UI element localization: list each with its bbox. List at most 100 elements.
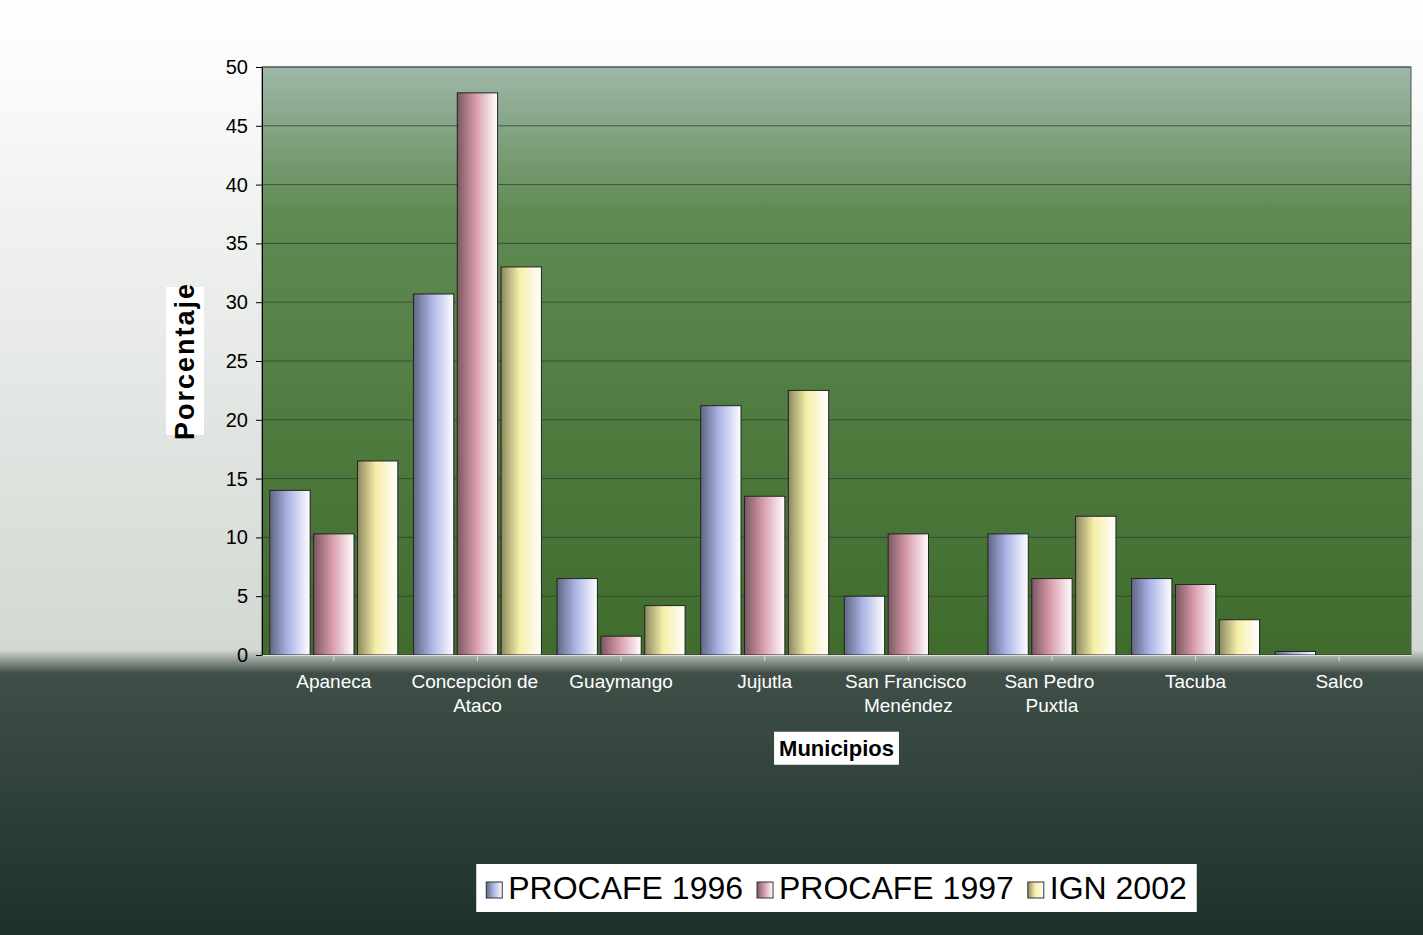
tick-label: Guaymango — [569, 671, 673, 692]
tick: 20 — [226, 409, 262, 431]
bar — [314, 534, 354, 655]
bar — [1219, 620, 1259, 655]
tick-mark — [1195, 655, 1196, 661]
tick-label: San Francisco Menéndez — [845, 671, 972, 716]
tick: 35 — [226, 232, 262, 254]
tick-mark — [256, 185, 262, 186]
bar — [988, 534, 1028, 655]
tick-label: Jujutla — [737, 671, 792, 692]
tick-label: 35 — [226, 232, 248, 254]
tick-mark — [256, 302, 262, 303]
legend-entry: PROCAFE 1997 — [757, 870, 1014, 906]
bar — [932, 655, 972, 656]
tick-label: 25 — [226, 350, 248, 372]
tick-mark — [621, 655, 622, 661]
legend-box — [476, 864, 1197, 912]
legend-label: IGN 2002 — [1050, 870, 1187, 906]
tick-mark — [256, 479, 262, 480]
y-axis: 05101520253035404550 — [226, 56, 263, 666]
bar — [645, 606, 685, 655]
plot-area — [262, 67, 1411, 655]
bar — [457, 93, 497, 655]
axis-title: Porcentaje — [170, 282, 200, 440]
tick-mark — [256, 537, 262, 538]
tick-label: Apaneca — [296, 671, 371, 692]
y-title: Porcentaje — [166, 282, 204, 440]
legend-label: PROCAFE 1997 — [779, 870, 1014, 906]
tick: Tacuba — [1165, 655, 1227, 692]
tick: Guaymango — [569, 655, 673, 692]
bar — [413, 294, 453, 655]
tick: Apaneca — [296, 655, 371, 692]
tick-label: 45 — [226, 115, 248, 137]
tick-mark — [256, 655, 262, 656]
grid-line — [262, 67, 1411, 68]
axis-title: Municipios — [779, 736, 894, 761]
axis-line — [263, 655, 1412, 656]
axis-line — [262, 68, 263, 656]
tick-mark — [256, 596, 262, 597]
bar — [745, 496, 785, 655]
bar — [788, 390, 828, 655]
bar — [270, 490, 310, 655]
tick-mark — [908, 655, 909, 661]
tick: 30 — [226, 291, 262, 313]
bar — [1032, 579, 1072, 655]
tick: 10 — [226, 526, 262, 548]
tick-mark — [256, 420, 262, 421]
bar — [888, 534, 928, 655]
tick: 25 — [226, 350, 262, 372]
tick: Jujutla — [737, 655, 792, 692]
tick-label: 10 — [226, 526, 248, 548]
tick-label: 30 — [226, 291, 248, 313]
grid-line — [262, 125, 1411, 126]
axis-title-box — [774, 732, 899, 765]
legend-swatch — [1028, 882, 1044, 898]
tick-label: 5 — [237, 585, 248, 607]
tick-mark — [333, 655, 334, 661]
bar — [844, 596, 884, 655]
tick-mark — [256, 67, 262, 68]
x-title: Municipios — [774, 732, 899, 765]
tick-mark — [1339, 655, 1340, 661]
bar — [601, 636, 641, 655]
legend-entry: PROCAFE 1996 — [486, 870, 743, 906]
bars — [270, 93, 1316, 655]
tick-label: 50 — [226, 56, 248, 78]
chart: 05101520253035404550ApanecaConcepción de… — [0, 0, 1423, 935]
tick-mark — [1051, 655, 1052, 661]
legend-entry: IGN 2002 — [1028, 870, 1187, 906]
bar — [557, 579, 597, 655]
tick-mark — [477, 655, 478, 661]
tick-mark — [256, 126, 262, 127]
legend-label: PROCAFE 1996 — [508, 870, 743, 906]
bar — [1076, 516, 1116, 655]
bar — [501, 267, 541, 655]
x-axis: Apaneca Concepción de Ataco Guaymango Jujut… — [263, 655, 1412, 716]
tick: 15 — [226, 468, 262, 490]
tick-label: 20 — [226, 409, 248, 431]
grid-line — [262, 243, 1411, 244]
tick-label: Salco — [1315, 671, 1363, 692]
tick: San Francisco Menéndez — [845, 655, 972, 716]
tick: 40 — [226, 174, 262, 196]
grid-line — [262, 184, 1411, 185]
tick: 45 — [226, 115, 262, 137]
legend-swatch — [486, 882, 502, 898]
tick: 50 — [226, 56, 262, 78]
plot: 05101520253035404550ApanecaConcepción de… — [226, 56, 1412, 716]
tick-mark — [256, 243, 262, 244]
tick: Concepción de Ataco — [411, 655, 543, 716]
legend: PROCAFE 1996 PROCAFE 1997 IGN 2002 — [476, 864, 1197, 912]
bar — [1132, 579, 1172, 655]
series — [357, 267, 1259, 655]
series — [270, 294, 1316, 655]
bar — [701, 406, 741, 655]
tick: 5 — [237, 585, 262, 607]
legend-swatch — [757, 882, 773, 898]
bar — [1275, 651, 1315, 655]
tick-label: Concepción de Ataco — [411, 671, 543, 716]
series — [314, 93, 1216, 655]
tick-label: 15 — [226, 468, 248, 490]
tick-mark — [764, 655, 765, 661]
